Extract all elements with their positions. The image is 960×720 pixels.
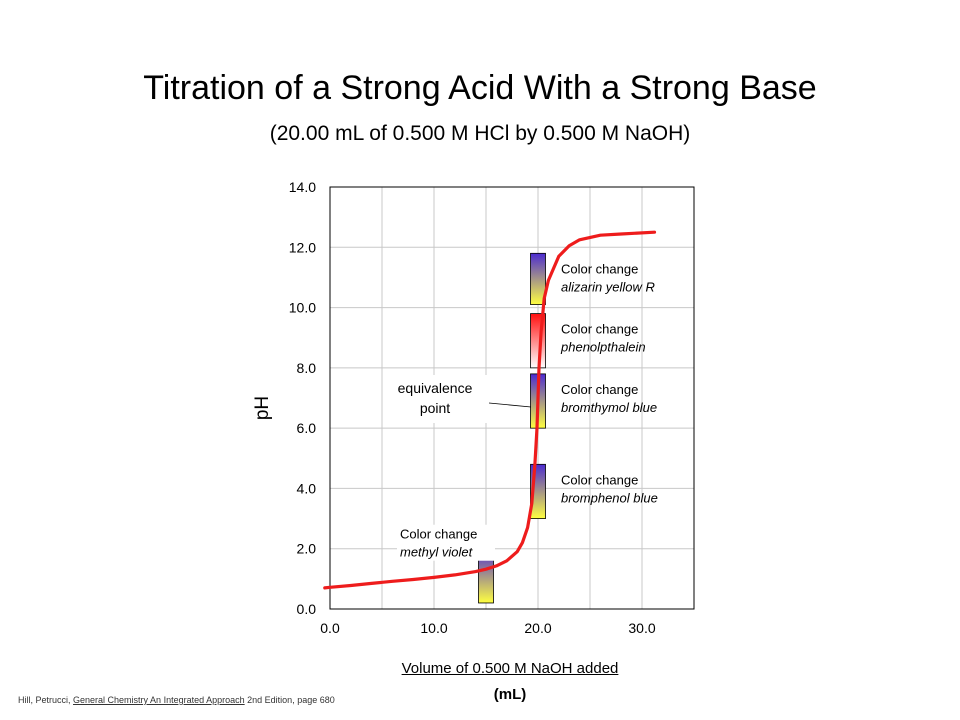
x-tick-label: 10.0 [420, 620, 447, 636]
x-tick-label: 0.0 [320, 620, 340, 636]
titration-curve-layer [323, 230, 657, 590]
y-tick-label: 10.0 [289, 300, 316, 316]
indicator-name: alizarin yellow R [561, 279, 655, 294]
grid [330, 187, 694, 609]
chart-title: Titration of a Strong Acid With a Strong… [143, 69, 817, 107]
y-tick-label: 12.0 [289, 239, 316, 255]
titration-curve [323, 230, 657, 590]
indicator-label-background [397, 524, 495, 561]
indicator-label: Color change [561, 322, 638, 337]
x-tick-label: 30.0 [628, 620, 655, 636]
x-axis-unit-label: (mL) [493, 686, 527, 703]
x-axis-label: Volume of 0.500 M NaOH added [401, 660, 619, 677]
y-tick-label: 14.0 [289, 179, 316, 195]
indicator-label: Color change [561, 382, 638, 397]
indicator-name: methyl violet [400, 545, 474, 560]
y-axis-label: pH [252, 396, 273, 420]
y-tick-label: 2.0 [297, 541, 317, 557]
indicator-name: bromthymol blue [561, 400, 657, 415]
credit-edition: 2nd Edition, page 680 [247, 695, 335, 705]
equivalence-point-label: equivalence [398, 380, 473, 396]
y-tick-label: 6.0 [297, 420, 317, 436]
y-tick-label: 4.0 [297, 480, 317, 496]
credit-authors: Hill, Petrucci, [18, 695, 71, 705]
equivalence-point-label: point [420, 400, 450, 416]
indicator-label: Color change [400, 527, 477, 542]
equivalence-point-pointer [488, 402, 532, 408]
indicator-name: phenolpthalein [560, 340, 646, 355]
plot-area-frame [329, 186, 695, 610]
x-tick-label: 20.0 [524, 620, 551, 636]
indicator-label: Color change [561, 261, 638, 276]
credit-book-title: General Chemistry An Integrated Approach [73, 695, 245, 705]
indicator-bar-alizarin-yellow-r [530, 252, 546, 305]
axis-tick-labels: 0.0 2.0 4.0 6.0 8.0 10.0 12.0 14.0 0.0 10.0 20.0 30… [289, 179, 656, 636]
indicator-labels: Color change methyl violet Color change bro… [397, 261, 658, 561]
y-tick-label: 0.0 [297, 601, 317, 617]
y-tick-label: 8.0 [297, 360, 317, 376]
indicator-name: bromphenol blue [561, 490, 658, 505]
annotation-background [383, 375, 487, 423]
annotations: equivalence point [383, 375, 532, 423]
indicator-label: Color change [561, 472, 638, 487]
source-credit: Hill, Petrucci, General Chemistry An Int… [18, 695, 335, 705]
chart-subtitle: (20.00 mL of 0.500 M HCl by 0.500 M NaOH… [269, 122, 691, 145]
